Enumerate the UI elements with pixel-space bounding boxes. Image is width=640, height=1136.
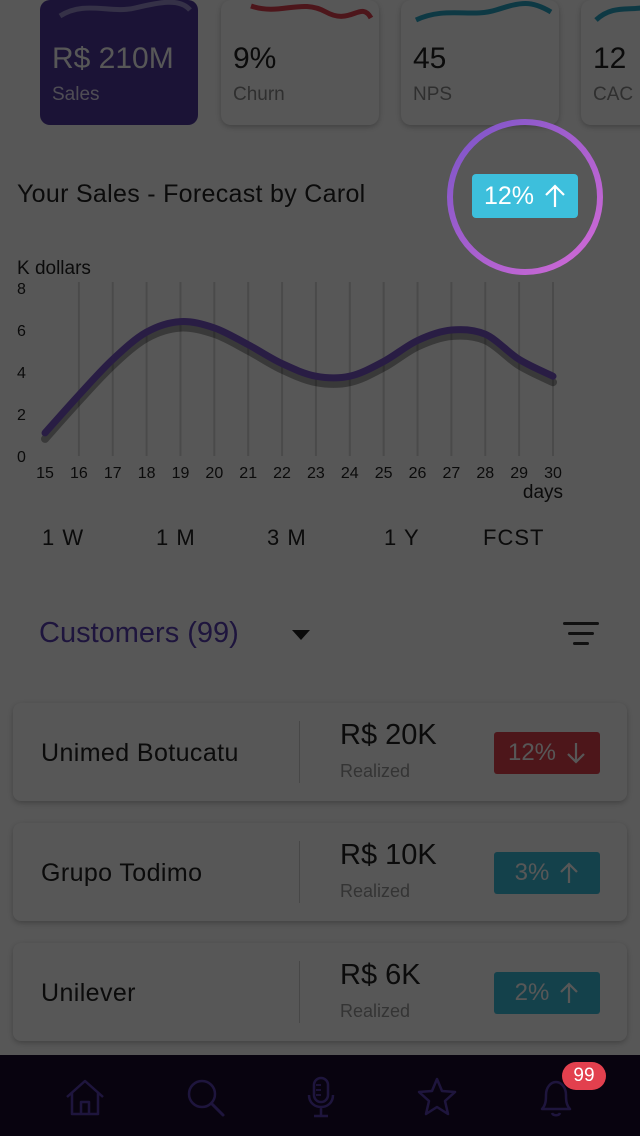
customer-card[interactable]: Grupo Todimo R$ 10K Realized 3% [13,823,627,921]
chart-xtick-label: 23 [307,465,325,482]
kpi-row: R$ 210M Sales 9% Churn 45 NPS 12 CAC [0,0,640,130]
kpi-sparkline-icon [250,3,374,20]
chart-xtick-label: 15 [36,465,54,482]
kpi-label: Churn [233,84,285,105]
chart-xtick-label: 16 [70,465,88,482]
card-divider [299,841,300,903]
kpi-card-sales[interactable]: R$ 210M Sales [40,0,198,125]
customer-status: Realized [340,761,411,781]
kpi-sparkline-icon [58,0,192,19]
kpi-sparkline-icon [594,5,640,22]
customer-amount: R$ 6K [340,959,421,991]
chart-series-shadow [41,323,557,443]
customer-card[interactable]: Unimed Botucatu R$ 20K Realized 12% [13,703,627,801]
chart-xtick-label: 27 [443,465,461,482]
kpi-label: Sales [52,84,100,105]
card-divider [299,961,300,1023]
change-value: 12% [507,739,557,766]
chart-xtick-label: 20 [205,465,223,482]
bottom-nav [0,1055,640,1136]
kpi-value: 12 [593,42,627,75]
home-icon[interactable] [63,1075,107,1119]
chart-ytick-label: 4 [17,365,26,382]
change-badge: 12% [494,732,600,774]
tab-fcst[interactable]: FCST [483,525,545,550]
chart-ytick-label: 0 [17,449,26,466]
chart-xtick-label: 21 [239,465,257,482]
tab-3m[interactable]: 3 M [267,525,307,550]
kpi-value: 9% [233,42,277,75]
change-value: 2% [514,979,550,1006]
forecast-title: Your Sales - Forecast by Carol [17,180,366,208]
chart-xtick-label: 29 [510,465,528,482]
chart-xlabel: days [523,482,563,503]
chart-xtick-label: 24 [341,465,359,482]
chevron-down-icon[interactable] [292,630,310,640]
kpi-label: NPS [413,84,453,105]
kpi-value: 45 [413,42,447,75]
chart-xtick-label: 22 [273,465,291,482]
card-divider [299,721,300,783]
change-value: 3% [514,859,550,886]
kpi-value: R$ 210M [52,42,174,75]
customer-name: Unimed Botucatu [41,739,239,767]
customer-name: Unilever [41,979,136,1007]
filter-icon[interactable] [563,620,599,648]
change-badge: 2% [494,972,600,1014]
arrow-up-icon [545,184,565,207]
chart-xtick-label: 30 [544,465,562,482]
customer-amount: R$ 20K [340,719,437,751]
kpi-card-cac[interactable]: 12 CAC [581,0,640,125]
search-icon[interactable] [183,1075,227,1119]
tab-1m[interactable]: 1 M [156,525,196,550]
change-badge: 3% [494,852,600,894]
highlight-ring [447,119,603,275]
microphone-icon[interactable] [299,1075,343,1119]
tab-1w[interactable]: 1 W [42,525,85,550]
star-icon[interactable] [415,1075,459,1119]
chart-xtick-label: 25 [375,465,393,482]
customers-header[interactable]: Customers (99) [39,617,239,649]
kpi-card-nps[interactable]: 45 NPS [401,0,559,125]
chart-xtick-label: 18 [138,465,156,482]
customer-status: Realized [340,881,411,901]
customer-name: Grupo Todimo [41,859,203,887]
growth-value: 12% [483,181,535,210]
chart-ytick-label: 6 [17,323,26,340]
chart-xtick-label: 26 [409,465,427,482]
chart-xtick-label: 28 [476,465,494,482]
customer-card[interactable]: Unilever R$ 6K Realized 2% [13,943,627,1041]
range-tabs: 1 W 1 M 3 M 1 Y FCST [0,525,640,559]
chart-ylabel: K dollars [17,258,91,279]
chart-xtick-label: 17 [104,465,122,482]
chart-ytick-label: 8 [17,281,26,298]
chart-ytick-label: 2 [17,407,26,424]
customer-amount: R$ 10K [340,839,437,871]
kpi-label: CAC [593,84,634,105]
customer-status: Realized [340,1001,411,1021]
kpi-card-churn[interactable]: 9% Churn [221,0,379,125]
forecast-growth-badge[interactable]: 12% [472,174,578,218]
notification-badge: 99 [562,1062,606,1090]
arrow-up-icon [560,862,579,883]
kpi-sparkline-icon [414,1,553,23]
arrow-up-icon [560,982,579,1003]
arrow-down-icon [567,743,585,764]
chart-xtick-label: 19 [172,465,190,482]
tab-1y[interactable]: 1 Y [384,525,420,550]
